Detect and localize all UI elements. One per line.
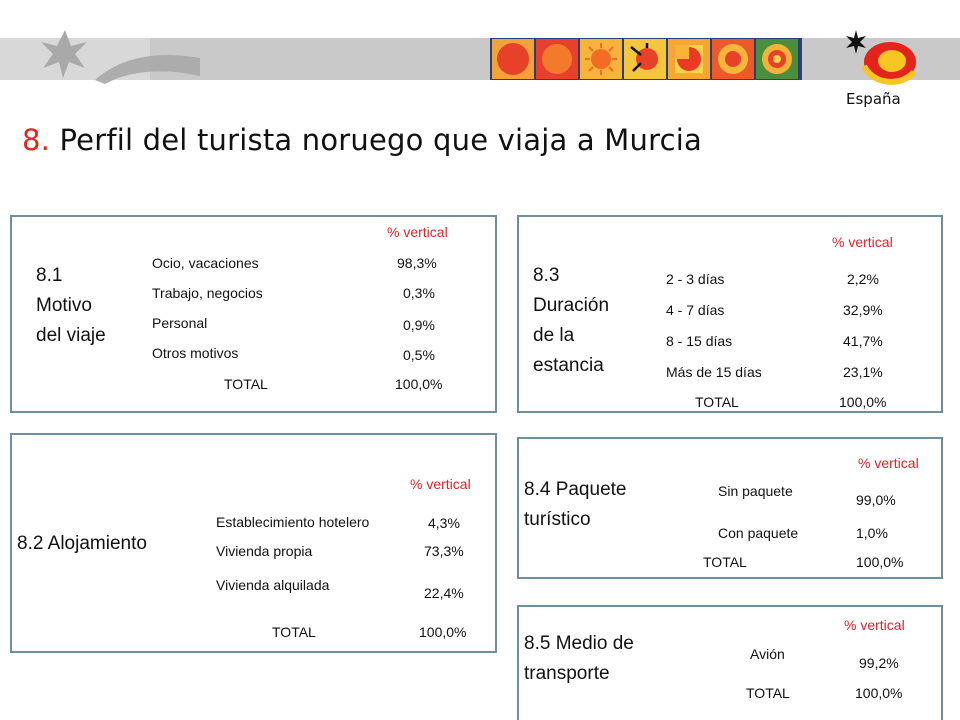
motivo-row-label: Otros motivos bbox=[152, 345, 239, 361]
title-number: 8. bbox=[22, 123, 51, 157]
motivo-row-label: Ocio, vacaciones bbox=[152, 255, 259, 271]
sun-tiles-strip bbox=[490, 38, 802, 80]
paquete-row-label: Sin paquete bbox=[718, 483, 793, 499]
panel-motivo: 8.1 Motivo del viaje % vertical Ocio, va… bbox=[10, 215, 497, 413]
duracion-title-line: de la bbox=[533, 325, 575, 346]
espana-logo: España bbox=[846, 30, 917, 108]
duracion-row-label: 8 - 15 días bbox=[666, 333, 733, 349]
transporte-total-label: TOTAL bbox=[746, 685, 790, 701]
paquete-title-line: 8.4 Paquete bbox=[524, 479, 627, 500]
sun-tile-6 bbox=[712, 39, 754, 79]
title-text: Perfil del turista noruego que viaja a M… bbox=[59, 123, 702, 157]
transporte-title: 8.5 Medio de transporte bbox=[524, 629, 634, 689]
motivo-row-label: Trabajo, negocios bbox=[152, 285, 263, 301]
duracion-column-header: % vertical bbox=[832, 234, 893, 250]
duracion-row-value: 41,7% bbox=[843, 333, 883, 349]
paquete-row-value: 1,0% bbox=[856, 525, 888, 541]
alojamiento-row-value: 22,4% bbox=[424, 585, 464, 601]
duracion-total-value: 100,0% bbox=[839, 394, 887, 410]
paquete-title-line: turístico bbox=[524, 509, 591, 530]
panel-alojamiento: 8.2 Alojamiento % vertical Establecimien… bbox=[10, 433, 497, 653]
transporte-column-header: % vertical bbox=[844, 617, 905, 633]
paquete-title: 8.4 Paquete turístico bbox=[524, 475, 626, 535]
motivo-row-value: 98,3% bbox=[397, 255, 437, 271]
duracion-row-label: 2 - 3 días bbox=[666, 271, 725, 287]
alojamiento-row-label: Vivienda propia bbox=[216, 543, 313, 559]
duracion-title-line: 8.3 bbox=[533, 265, 560, 286]
paquete-row-label: Con paquete bbox=[718, 525, 799, 541]
duracion-total-label: TOTAL bbox=[695, 394, 739, 410]
duracion-title-line: Duración bbox=[533, 295, 610, 316]
logo-wordmark: España bbox=[846, 90, 901, 108]
sun-tile-7 bbox=[756, 39, 798, 79]
motivo-row-label: Personal bbox=[152, 315, 208, 331]
alojamiento-column-header: % vertical bbox=[410, 476, 471, 492]
alojamiento-total-label: TOTAL bbox=[272, 624, 316, 640]
alojamiento-title: 8.2 Alojamiento bbox=[17, 533, 147, 554]
transporte-row-label: Avión bbox=[750, 646, 785, 662]
paquete-total-label: TOTAL bbox=[703, 554, 747, 570]
transporte-total-value: 100,0% bbox=[855, 685, 903, 701]
panel-paquete: 8.4 Paquete turístico % vertical Sin paq… bbox=[517, 437, 943, 579]
paquete-column-header: % vertical bbox=[858, 455, 919, 471]
motivo-title-line: 8.1 bbox=[36, 265, 63, 286]
motivo-title-line: del viaje bbox=[36, 325, 106, 346]
motivo-row-value: 0,9% bbox=[403, 317, 435, 333]
transporte-row-value: 99,2% bbox=[859, 655, 899, 671]
duracion-title-line: estancia bbox=[533, 355, 604, 376]
motivo-total-value: 100,0% bbox=[395, 376, 443, 392]
paquete-row-value: 99,0% bbox=[856, 492, 896, 508]
alojamiento-row-label: Establecimiento hotelero bbox=[216, 514, 370, 530]
paquete-total-value: 100,0% bbox=[856, 554, 904, 570]
alojamiento-row-value: 4,3% bbox=[428, 515, 460, 531]
sun-tile-3 bbox=[580, 39, 622, 79]
motivo-row-value: 0,5% bbox=[403, 347, 435, 363]
sun-tile-5 bbox=[668, 39, 710, 79]
transporte-title-line: 8.5 Medio de bbox=[524, 633, 634, 654]
alojamiento-row-label: Vivienda alquilada bbox=[216, 577, 330, 593]
duracion-row-label: 4 - 7 días bbox=[666, 302, 725, 318]
page-title: 8. Perfil del turista noruego que viaja … bbox=[22, 123, 702, 157]
sun-tile-2 bbox=[536, 39, 578, 79]
duracion-row-value: 23,1% bbox=[843, 364, 883, 380]
panel-transporte: 8.5 Medio de transporte % vertical Avión… bbox=[517, 605, 943, 720]
duracion-row-value: 32,9% bbox=[843, 302, 883, 318]
alojamiento-row-value: 73,3% bbox=[424, 543, 464, 559]
duracion-row-value: 2,2% bbox=[847, 271, 879, 287]
motivo-title-line: Motivo bbox=[36, 295, 92, 316]
sun-tile-4 bbox=[624, 39, 666, 79]
alojamiento-total-value: 100,0% bbox=[419, 624, 467, 640]
duracion-title: 8.3 Duración de la estancia bbox=[533, 261, 609, 381]
sun-tile-1 bbox=[492, 39, 534, 79]
sunburst-icon bbox=[41, 30, 200, 84]
motivo-column-header: % vertical bbox=[387, 224, 448, 240]
motivo-total-label: TOTAL bbox=[224, 376, 268, 392]
motivo-row-value: 0,3% bbox=[403, 285, 435, 301]
duracion-row-label: Más de 15 días bbox=[666, 364, 762, 380]
motivo-title: 8.1 Motivo del viaje bbox=[36, 261, 106, 351]
panel-duracion: 8.3 Duración de la estancia % vertical 2… bbox=[517, 215, 943, 413]
transporte-title-line: transporte bbox=[524, 663, 610, 684]
